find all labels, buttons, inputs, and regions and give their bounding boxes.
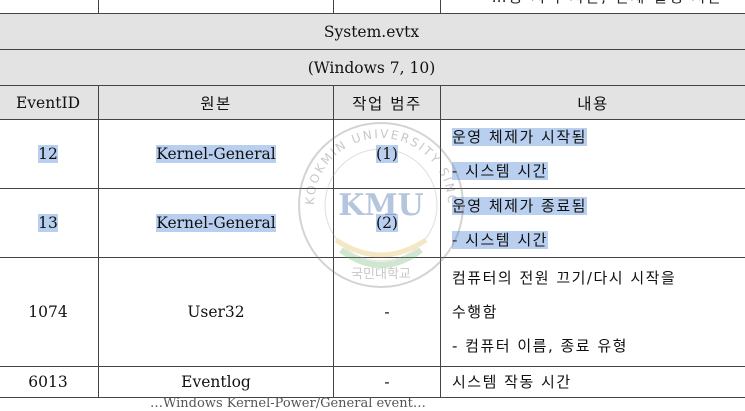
event-category: - [334, 367, 441, 398]
event-content-line: - 시스템 시간 [452, 162, 548, 180]
header-category: 작업 범주 [334, 86, 441, 120]
event-category: (2) [376, 214, 398, 232]
table-row: 1074 User32 - 컴퓨터의 전원 끄기/다시 시작을 수행함 - 컴퓨… [0, 258, 745, 367]
previous-row [0, 0, 745, 14]
header-content: 내용 [441, 86, 745, 120]
event-content-line: - 컴퓨터 이름, 종료 유형 [441, 329, 745, 363]
section-title-row: System.evtx [0, 14, 745, 50]
event-category: (1) [376, 145, 398, 163]
event-id: 13 [38, 214, 58, 232]
event-source: Kernel-General [156, 145, 275, 163]
system-evtx-table: System.evtx (Windows 7, 10) EventID 원본 작… [0, 0, 745, 398]
section-subtitle: (Windows 7, 10) [0, 50, 745, 86]
table-row: 12 Kernel-General (1) 운영 체제가 시작됨 - 시스템 시… [0, 120, 745, 189]
event-category: - [334, 258, 441, 367]
header-eventid: EventID [0, 86, 99, 120]
table-row: 13 Kernel-General (2) 운영 체제가 종료됨 - 시스템 시… [0, 189, 745, 258]
event-source: Kernel-General [156, 214, 275, 232]
header-source: 원본 [99, 86, 334, 120]
event-content-line: - 시스템 시간 [452, 231, 548, 249]
event-id: 6013 [0, 367, 99, 398]
event-content-line: 운영 체제가 종료됨 [452, 197, 587, 215]
event-id: 12 [38, 145, 58, 163]
section-title: System.evtx [0, 14, 745, 50]
table-row: 6013 Eventlog - 시스템 작동 시간 [0, 367, 745, 398]
event-content-line: 운영 체제가 시작됨 [452, 128, 587, 146]
header-row: EventID 원본 작업 범주 내용 [0, 86, 745, 120]
event-content-line: 수행함 [441, 295, 745, 329]
event-id: 1074 [0, 258, 99, 367]
section-subtitle-row: (Windows 7, 10) [0, 50, 745, 86]
event-content-line: 컴퓨터의 전원 끄기/다시 시작을 [441, 261, 745, 295]
event-source: Eventlog [99, 367, 334, 398]
event-source: User32 [99, 258, 334, 367]
event-content-line: 시스템 작동 시간 [441, 367, 745, 397]
